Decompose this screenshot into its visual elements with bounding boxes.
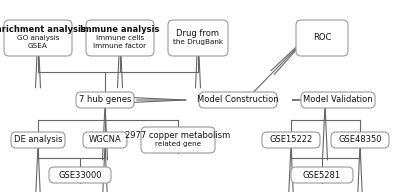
Text: GO analysis: GO analysis bbox=[17, 35, 59, 41]
Text: Immune analysis: Immune analysis bbox=[80, 25, 160, 34]
Text: GSE5281: GSE5281 bbox=[303, 170, 341, 180]
Text: GSEA: GSEA bbox=[28, 44, 48, 50]
Text: WGCNA: WGCNA bbox=[89, 136, 121, 145]
FancyBboxPatch shape bbox=[262, 132, 320, 148]
Text: Enrichment analysis: Enrichment analysis bbox=[0, 25, 86, 34]
Text: GSE15222: GSE15222 bbox=[269, 136, 313, 145]
FancyBboxPatch shape bbox=[76, 92, 134, 108]
FancyBboxPatch shape bbox=[199, 92, 277, 108]
Text: Immune factor: Immune factor bbox=[94, 44, 146, 50]
Text: Immune cells: Immune cells bbox=[96, 35, 144, 41]
FancyBboxPatch shape bbox=[168, 20, 228, 56]
FancyBboxPatch shape bbox=[83, 132, 127, 148]
FancyBboxPatch shape bbox=[296, 20, 348, 56]
Text: Model Validation: Model Validation bbox=[303, 95, 373, 104]
Text: Drug from: Drug from bbox=[176, 29, 220, 38]
FancyBboxPatch shape bbox=[301, 92, 375, 108]
Text: DE analysis: DE analysis bbox=[14, 136, 62, 145]
FancyBboxPatch shape bbox=[11, 132, 65, 148]
FancyBboxPatch shape bbox=[49, 167, 111, 183]
FancyBboxPatch shape bbox=[291, 167, 353, 183]
FancyBboxPatch shape bbox=[86, 20, 154, 56]
Text: 7 hub genes: 7 hub genes bbox=[79, 95, 131, 104]
FancyBboxPatch shape bbox=[331, 132, 389, 148]
Text: the DrugBank: the DrugBank bbox=[173, 39, 223, 45]
Text: GSE48350: GSE48350 bbox=[338, 136, 382, 145]
FancyBboxPatch shape bbox=[141, 127, 215, 153]
Text: ROC: ROC bbox=[313, 33, 331, 42]
Text: Model Construction: Model Construction bbox=[197, 95, 279, 104]
FancyBboxPatch shape bbox=[4, 20, 72, 56]
Text: GSE33000: GSE33000 bbox=[58, 170, 102, 180]
Text: 2977 copper metabolism: 2977 copper metabolism bbox=[125, 131, 231, 140]
Text: related gene: related gene bbox=[155, 141, 201, 147]
